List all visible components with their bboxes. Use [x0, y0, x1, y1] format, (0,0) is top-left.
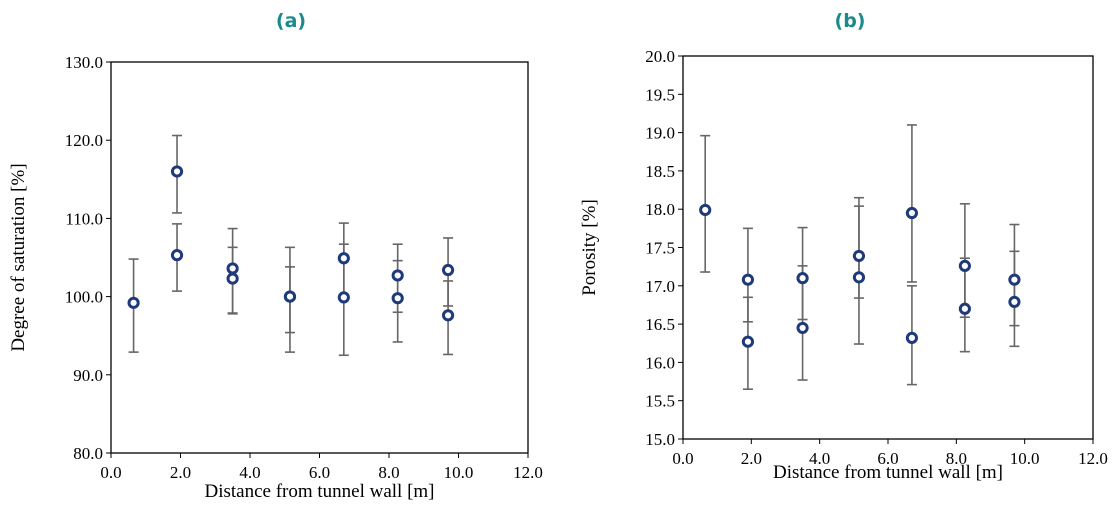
panel-a-data-point: [127, 296, 140, 309]
panel-b-data-point: [905, 331, 919, 344]
panel-b-ytick-label: 18.5: [645, 162, 675, 181]
panel-a-ytick-label: 110.0: [65, 209, 103, 228]
panel-b-data-point: [958, 302, 971, 315]
panel-a-x-axis-label: Distance from tunnel wall [m]: [204, 481, 434, 502]
panel-a-ytick-label: 90.0: [73, 366, 103, 385]
panel-a-data-point: [391, 292, 404, 305]
panel-b-ytick-label: 16.0: [645, 353, 675, 372]
panel-b-ytick-label: 18.0: [645, 200, 675, 219]
panel-a-ytick-label: 80.0: [73, 444, 103, 463]
panel-a-data-point: [170, 249, 184, 262]
panel-a-y-axis-label: Degree of saturation [%]: [8, 163, 29, 351]
panel-a-title: (a): [276, 10, 306, 32]
panel-b-xtick-label: 2.0: [741, 449, 762, 468]
panel-b-data-point: [1008, 273, 1021, 286]
panel-b-xtick-label: 4.0: [809, 449, 830, 468]
panel-b-y-axis-label: Porosity [%]: [579, 199, 600, 296]
panel-a-data-point: [226, 262, 239, 275]
panel-a-xtick-label: 8.0: [378, 463, 399, 482]
panel-a-data-point: [391, 269, 404, 282]
panel-b-ytick-label: 20.0: [645, 47, 675, 66]
panel-a-data-point: [283, 290, 297, 303]
panel-a-xtick-label: 10.0: [444, 463, 474, 482]
panel-b-data-point: [699, 203, 712, 217]
panel-b-plot-frame: [682, 55, 1094, 440]
panel-a-xtick-label: 0.0: [100, 463, 121, 482]
panel-a-xtick-label: 6.0: [309, 463, 330, 482]
panel-b-ytick-label: 15.5: [645, 392, 675, 411]
panel-b-data-point: [1008, 295, 1021, 308]
panel-b-xtick-label: 12.0: [1078, 449, 1108, 468]
panel-b-ytick-label: 16.5: [645, 315, 675, 334]
panel-b-data-point: [796, 272, 809, 285]
panel-a-xtick-label: 4.0: [239, 463, 260, 482]
panel-a-data-point: [441, 263, 455, 277]
panel-a-data-point: [226, 272, 239, 285]
panel-a-data-point: [337, 291, 350, 304]
panel-a-ytick-label: 100.0: [65, 288, 103, 307]
panel-b-data-point: [741, 273, 755, 286]
panel-b-ytick-label: 19.5: [645, 85, 675, 104]
panel-a-ytick-label: 130.0: [65, 53, 103, 72]
panel-b-ytick-label: 17.5: [645, 239, 675, 258]
panel-b-data-point: [958, 259, 971, 272]
panel-b-error-bar: [700, 134, 711, 273]
panel-b-ytick-label: 15.0: [645, 430, 675, 449]
panel-b-xtick-label: 0.0: [672, 449, 693, 468]
panel-b-xtick-label: 8.0: [946, 449, 967, 468]
panel-b-data-point: [741, 335, 755, 348]
panel-b-chart: (b) 15.0 15.5 16.0 16.5 17.0 17.5 18.0 18.5 19.0…: [579, 10, 1108, 483]
panel-a-xtick-label: 2.0: [170, 463, 191, 482]
panel-b-title: (b): [835, 10, 866, 32]
panel-a-ytick-label: 120.0: [65, 131, 103, 150]
panel-b-ytick-label: 17.0: [645, 277, 675, 296]
panel-b-error-bar: [906, 124, 917, 283]
panel-b-xtick-label: 10.0: [1010, 449, 1040, 468]
panel-b-data-point: [852, 271, 866, 284]
panel-a-xtick-label: 12.0: [513, 463, 543, 482]
panel-a-data-point: [170, 165, 184, 178]
panel-a-data-point: [441, 309, 455, 322]
panel-b-data-point: [852, 249, 866, 263]
panel-b-xtick-label: 6.0: [877, 449, 898, 468]
panel-b-x-axis-label: Distance from tunnel wall [m]: [773, 462, 1003, 483]
panel-b-data-point: [796, 321, 809, 335]
panel-a-data-point: [337, 252, 350, 265]
panel-b-ytick-label: 19.0: [645, 124, 675, 143]
panel-b-data-point: [905, 206, 919, 220]
panel-a-chart: (a) 80.0 90.0 100.0 110.0 120.0 130.0 0.0 2.0 4.…: [8, 10, 543, 502]
